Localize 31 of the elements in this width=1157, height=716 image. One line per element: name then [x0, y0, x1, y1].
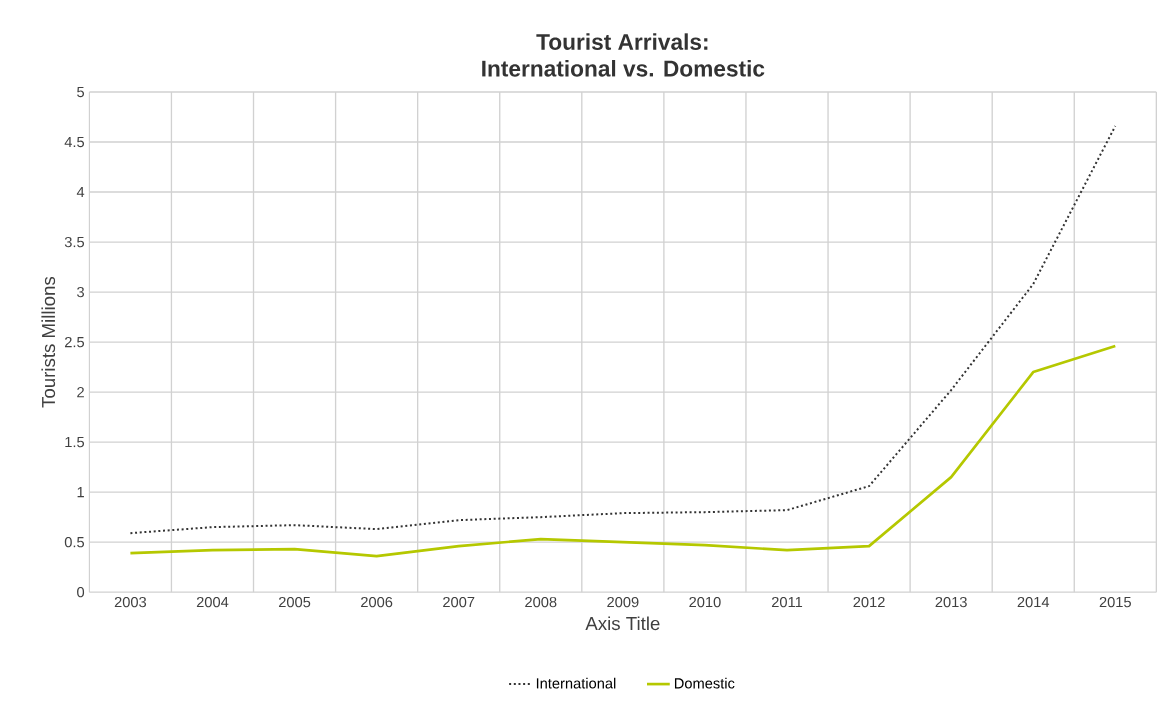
y-tick-label: 1 [77, 487, 84, 498]
y-tick-label: 0.5 [64, 536, 85, 548]
x-tick-label: 2004 [196, 596, 229, 608]
legend-label: International [536, 677, 616, 689]
line-series [129, 124, 1117, 535]
y-tick-label: 4.5 [64, 136, 85, 148]
x-tick-label: 2011 [771, 596, 803, 608]
x-tick-label: 2009 [607, 596, 639, 608]
line-series [129, 344, 1117, 558]
x-tick-label: 2014 [1017, 596, 1050, 608]
x-axis-title: Axis Title [585, 616, 660, 631]
y-tick-label: 1.5 [65, 436, 85, 448]
y-tick-label: 3.5 [64, 236, 85, 248]
x-tick-label: 2015 [1099, 596, 1131, 608]
x-tick-label: 2007 [443, 596, 475, 608]
x-tick-label: 2012 [853, 596, 885, 608]
y-tick-label: 4 [76, 186, 85, 197]
x-tick-label: 2008 [525, 596, 557, 608]
y-tick-label: 2 [77, 386, 84, 398]
x-tick-label: 2006 [361, 596, 393, 608]
y-axis-title: Tourists Millions [41, 276, 56, 408]
x-tick-label: 2005 [278, 596, 311, 608]
x-tick-label: 2013 [935, 596, 967, 608]
x-tick-label: 2003 [114, 596, 147, 608]
legend-label: Domestic [674, 677, 735, 689]
y-tick-label: 3 [77, 286, 85, 298]
y-tick-label: 2.5 [64, 336, 85, 348]
x-tick-label: 2010 [689, 596, 721, 608]
y-tick-label: 0 [77, 586, 85, 598]
y-tick-label: 5 [77, 86, 85, 98]
chart-title: Tourist Arrivals: International vs. Domestic [482, 33, 765, 77]
